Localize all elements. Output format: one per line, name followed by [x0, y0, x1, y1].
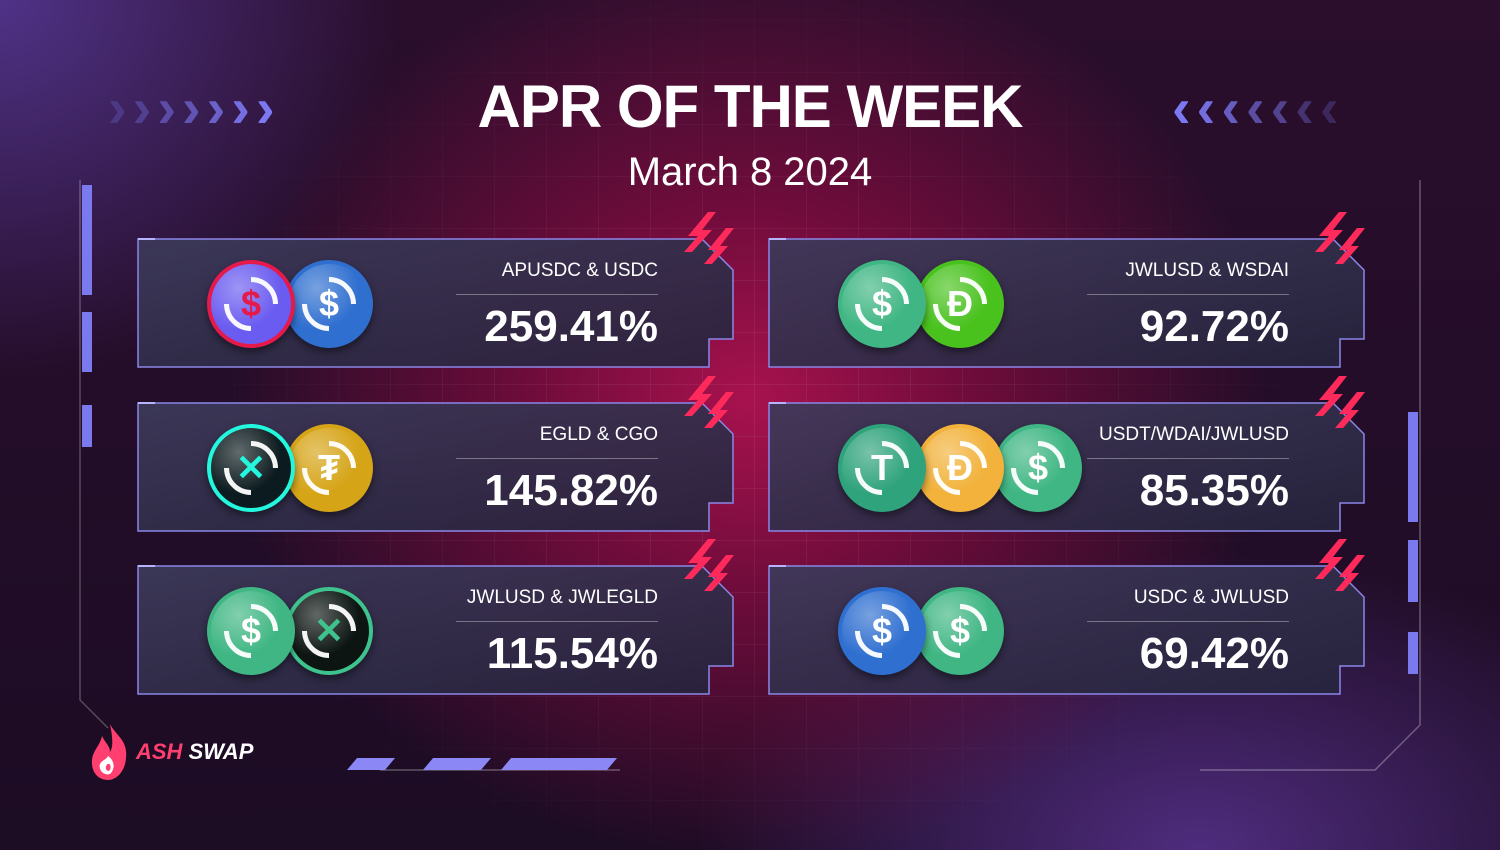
coin-symbol: $ [240, 283, 262, 324]
pool-card: $ $ APUSDC & USDC 259.41% [137, 212, 734, 368]
coin-symbol: ✕ [235, 447, 267, 488]
coin-symbol: T [871, 447, 893, 488]
page-title: APR OF THE WEEK [477, 73, 1023, 140]
ashswap-flame-icon [91, 724, 127, 780]
apusdc-coin-icon: $ [207, 260, 295, 348]
pool-card: T Ð $ USDT/WDAI/JWLUSD 85.35% [768, 376, 1365, 532]
usdc-coin-icon: $ [285, 260, 373, 348]
coin-symbol: Ð [947, 447, 973, 488]
card-background [137, 402, 734, 532]
wdai-coin-icon: Ð [916, 424, 1004, 512]
bottom-dash-decoration [422, 758, 492, 770]
pool-pair-name: EGLD & CGO [539, 424, 658, 445]
coin-symbol: Ð [947, 283, 973, 324]
coin-symbol: $ [871, 283, 893, 324]
pool-pair-name: JWLUSD & WSDAI [1125, 260, 1289, 281]
card-divider [1087, 621, 1289, 622]
bottom-dash-decoration [500, 758, 618, 770]
jwlusd-coin-icon: $ [994, 424, 1082, 512]
card-background [137, 238, 734, 368]
brand-name-swap: SWAP [188, 739, 254, 764]
usdt-coin-icon: T [838, 424, 926, 512]
lightning-accent-icon [684, 539, 734, 591]
pool-apr-value: 69.42% [1139, 629, 1289, 678]
left-accent-bar [82, 312, 92, 372]
jwlusd-coin-icon: $ [838, 260, 926, 348]
token-icons: $ $ [838, 587, 1004, 675]
coin-symbol: ₮ [318, 447, 340, 488]
pool-apr-value: 92.72% [1139, 302, 1289, 351]
coin-symbol: $ [318, 283, 340, 324]
lightning-accent-icon [1315, 376, 1365, 428]
pool-pair-name: USDC & JWLUSD [1133, 587, 1289, 608]
ashswap-logo: ASH SWAP [88, 722, 253, 782]
token-icons: $ ✕ [207, 587, 373, 675]
token-icons: T Ð $ [838, 424, 1082, 512]
right-accent-bar [1408, 540, 1418, 602]
token-icons: ✕ ₮ [207, 424, 373, 512]
jwlusd-coin-icon: $ [207, 587, 295, 675]
wsdai-coin-icon: Ð [916, 260, 1004, 348]
token-icons: $ $ [207, 260, 373, 348]
card-background [768, 565, 1365, 695]
pool-apr-value: 145.82% [484, 466, 658, 515]
lightning-accent-icon [684, 376, 734, 428]
pool-pair-name: USDT/WDAI/JWLUSD [1099, 424, 1289, 445]
lightning-accent-icon [684, 212, 734, 264]
pool-apr-value: 115.54% [486, 629, 658, 678]
card-divider [1087, 294, 1289, 295]
egld-coin-icon: ✕ [207, 424, 295, 512]
usdc-coin-icon: $ [838, 587, 926, 675]
brand-name: ASH SWAP [136, 739, 253, 765]
card-divider [456, 458, 658, 459]
pool-pair-name: APUSDC & USDC [501, 260, 658, 281]
pool-card: $ Ð JWLUSD & WSDAI 92.72% [768, 212, 1365, 368]
left-chevrons-decoration: › › › › › › › [108, 76, 275, 139]
right-accent-bar [1408, 412, 1418, 522]
pool-pair-name: JWLUSD & JWLEGLD [466, 587, 658, 608]
jwlegld-coin-icon: ✕ [285, 587, 373, 675]
right-accent-bar [1408, 632, 1418, 674]
cgo-coin-icon: ₮ [285, 424, 373, 512]
brand-name-ash: ASH [136, 739, 183, 764]
pool-apr-value: 259.41% [484, 302, 658, 351]
left-accent-bar [82, 405, 92, 447]
card-divider [456, 294, 658, 295]
pool-card: $ $ USDC & JWLUSD 69.42% [768, 539, 1365, 695]
coin-symbol: $ [871, 610, 893, 651]
pool-card: ✕ ₮ EGLD & CGO 145.82% [137, 376, 734, 532]
pool-card: $ ✕ JWLUSD & JWLEGLD 115.54% [137, 539, 734, 695]
right-chevrons-decoration: ‹ ‹ ‹ ‹ ‹ ‹ ‹ [1172, 76, 1339, 139]
lightning-accent-icon [1315, 539, 1365, 591]
coin-symbol: $ [240, 610, 262, 651]
token-icons: $ Ð [838, 260, 1004, 348]
lightning-accent-icon [1315, 212, 1365, 264]
coin-symbol: $ [949, 610, 971, 651]
jwlusd-coin-icon: $ [916, 587, 1004, 675]
card-background [137, 565, 734, 695]
left-accent-bar [82, 185, 92, 295]
pool-apr-value: 85.35% [1139, 466, 1289, 515]
card-background [768, 238, 1365, 368]
card-divider [456, 621, 658, 622]
page-date: March 8 2024 [627, 150, 873, 194]
card-divider [1087, 458, 1289, 459]
coin-symbol: $ [1027, 447, 1049, 488]
coin-symbol: ✕ [313, 610, 345, 651]
